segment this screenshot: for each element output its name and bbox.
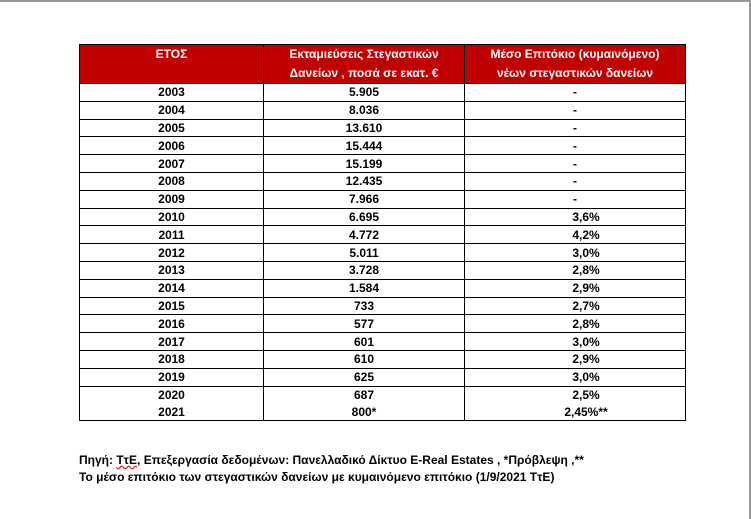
cell-amount: 6.695 [263,207,465,227]
cell-rate: 2,8% [464,260,686,280]
cell-rate: - [464,171,686,191]
cell-amount: 12.435 [263,171,465,191]
cell-amount: 5.011 [263,243,465,262]
cell-year: 2012 [79,243,264,262]
table-row: 2010 6.695 3,6% [79,207,686,227]
cell-rate: - [464,154,686,173]
table-header-row: ΕΤΟΣ Εκταμιεύσεις Στεγαστικών Δανείων , … [79,44,686,84]
cell-amount: 1.584 [263,278,465,298]
table-row: 2018 610 2,9% [79,349,686,369]
table-row: 2014 1.584 2,9% [79,278,686,298]
cell-rate: 2,8% [464,314,686,334]
table-row: 2009 7.966- [79,189,686,209]
header-disbursements: Εκταμιεύσεις Στεγαστικών Δανείων , ποσά … [263,44,465,84]
cell-year: 2006 [79,136,264,156]
cell-rate: - [464,118,686,138]
cell-rate: 2,9% [464,278,686,298]
cell-amount: 15.199 [263,154,465,173]
cell-rate: 2,9% [464,349,686,369]
table-row: 2015 733 2,7% [79,296,686,316]
table-row: 2008 12.435- [79,171,686,191]
cell-rate: - [464,136,686,156]
table-row: 2019 625 3,0% [79,367,686,387]
cell-year: 2010 [79,207,264,227]
table-row: 2005 13.610- [79,118,686,138]
table-body: 2003 5.905-2004 8.036-2005 13.610-2006 15.44… [79,83,686,422]
cell-rate: 4,2% [464,225,686,245]
cell-year: 2007 [79,154,264,173]
cell-rate: - [464,100,686,120]
cell-amount: 15.444 [263,136,465,156]
table-row: 2006 15.444- [79,136,686,156]
cell-amount: 800* [263,403,465,422]
cell-year: 2004 [79,100,264,120]
page-border-right [749,0,751,519]
table-row: 2012 5.011 3,0% [79,243,686,262]
cell-amount: 3.728 [263,260,465,280]
cell-amount: 13.610 [263,118,465,138]
table-row: 2013 3.728 2,8% [79,260,686,280]
cell-year: 2016 [79,314,264,334]
table-row: 2017 601 3,0% [79,332,686,351]
table-row: 2007 15.199- [79,154,686,173]
cell-amount: 577 [263,314,465,334]
cell-rate: 3,0% [464,332,686,351]
cell-year: 2020 [79,385,264,404]
cell-rate: 3,0% [464,243,686,262]
cell-amount: 8.036 [263,100,465,120]
table-row: 2020 687 2,5% [79,385,686,404]
cell-year: 2014 [79,278,264,298]
cell-year: 2018 [79,349,264,369]
cell-rate: 2,7% [464,296,686,316]
cell-year: 2017 [79,332,264,351]
cell-amount: 687 [263,385,465,404]
header-average-rate: Μέσο Επιτόκιο (κυμαινόμενο) νέων στεγαστ… [464,44,686,84]
table-row: 2016 577 2,8% [79,314,686,334]
cell-amount: 625 [263,367,465,387]
cell-year: 2003 [79,83,264,102]
cell-year: 2013 [79,260,264,280]
cell-year: 2015 [79,296,264,316]
cell-year: 2005 [79,118,264,138]
cell-amount: 5.905 [263,83,465,102]
source-note: Πηγή: ΤτΕ, Επεξεργασία δεδομένων: Πανελλ… [79,452,679,486]
table-row: 2004 8.036- [79,100,686,120]
header-year: ΕΤΟΣ [79,44,264,84]
cell-amount: 610 [263,349,465,369]
cell-year: 2019 [79,367,264,387]
cell-year: 2008 [79,171,264,191]
cell-year: 2011 [79,225,264,245]
source-line-1: Πηγή: ΤτΕ, Επεξεργασία δεδομένων: Πανελλ… [79,453,584,467]
cell-amount: 7.966 [263,189,465,209]
cell-amount: 4.772 [263,225,465,245]
cell-amount: 733 [263,296,465,316]
cell-rate: 2,5% [464,385,686,404]
cell-year: 2021 [79,403,264,422]
table-row: 2003 5.905- [79,83,686,102]
cell-amount: 601 [263,332,465,351]
mortgage-loans-table: ΕΤΟΣ Εκταμιεύσεις Στεγαστικών Δανείων , … [79,44,686,422]
cell-rate: 3,6% [464,207,686,227]
cell-year: 2009 [79,189,264,209]
cell-rate: 3,0% [464,367,686,387]
table-row: 2021 800* 2,45%** [79,403,686,422]
cell-rate: - [464,83,686,102]
page-border-top [0,0,751,2]
cell-rate: - [464,189,686,209]
table-row: 2011 4.772 4,2% [79,225,686,245]
source-line-2: Το μέσο επιτόκιο των στεγαστικών δανείων… [79,470,555,484]
source-tte: ΤτΕ [116,453,138,467]
cell-rate: 2,45%** [464,403,686,422]
